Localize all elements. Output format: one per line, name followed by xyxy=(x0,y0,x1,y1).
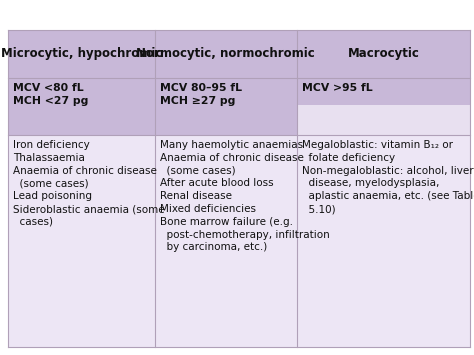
Text: Normocytic, normochromic: Normocytic, normochromic xyxy=(137,48,315,60)
Text: MCV >95 fL: MCV >95 fL xyxy=(302,83,373,93)
Text: Iron deficiency
Thalassaemia
Anaemia of chronic disease
  (some cases)
Lead pois: Iron deficiency Thalassaemia Anaemia of … xyxy=(13,140,164,227)
Text: Microcytic, hypochromic: Microcytic, hypochromic xyxy=(1,48,162,60)
Text: MCV 80–95 fL
MCH ≥27 pg: MCV 80–95 fL MCH ≥27 pg xyxy=(160,83,242,106)
Text: Macrocytic: Macrocytic xyxy=(347,48,419,60)
Bar xyxy=(8,135,470,347)
Bar xyxy=(297,105,470,135)
Text: Megaloblastic: vitamin B₁₂ or
  folate deficiency
Non-megaloblastic: alcohol, li: Megaloblastic: vitamin B₁₂ or folate def… xyxy=(302,140,474,214)
Text: MCV <80 fL
MCH <27 pg: MCV <80 fL MCH <27 pg xyxy=(13,83,88,106)
Bar xyxy=(8,78,297,135)
Bar xyxy=(297,78,470,105)
Bar xyxy=(8,30,470,78)
Text: Many haemolytic anaemias
Anaemia of chronic disease
  (some cases)
After acute b: Many haemolytic anaemias Anaemia of chro… xyxy=(160,140,329,252)
